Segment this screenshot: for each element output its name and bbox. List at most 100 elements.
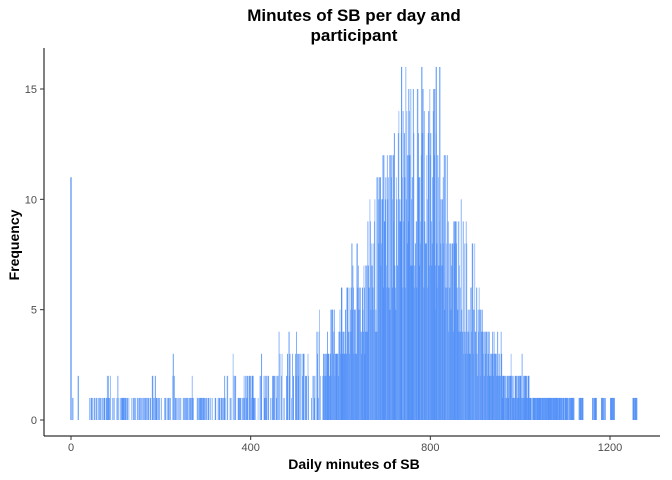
histogram-bar: [557, 397, 558, 420]
histogram-bar: [539, 397, 541, 420]
histogram-bar: [445, 287, 447, 420]
histogram-bar: [199, 397, 201, 420]
histogram-bar: [613, 397, 615, 420]
histogram-bar: [174, 397, 176, 420]
histogram-bar: [260, 375, 262, 420]
histogram-bar: [465, 353, 467, 420]
histogram-bar: [112, 397, 114, 420]
histogram-bar: [505, 397, 507, 420]
histogram-bar: [378, 177, 380, 420]
histogram-bar: [396, 199, 398, 420]
histogram-bar: [369, 221, 371, 420]
histogram-bar: [325, 375, 326, 420]
histogram-bar: [172, 353, 174, 420]
histogram-bar: [529, 397, 531, 420]
histogram-bar: [207, 397, 209, 420]
histogram-bar: [266, 397, 268, 420]
histogram-bar: [490, 375, 492, 420]
histogram-bar: [428, 111, 430, 421]
histogram-bar: [426, 155, 428, 420]
histogram-bar: [452, 243, 454, 420]
histogram-bar: [287, 353, 288, 420]
histogram-bar: [582, 397, 583, 420]
histogram-bar: [448, 331, 450, 420]
histogram-bar: [554, 397, 556, 420]
histogram-bar: [288, 331, 290, 420]
histogram-bar: [404, 287, 406, 420]
histogram-bar: [544, 397, 546, 420]
histogram-bar: [538, 397, 540, 420]
histogram-bar: [203, 397, 205, 420]
histogram-bar: [331, 309, 333, 420]
histogram-bar: [581, 397, 583, 420]
histogram-bar: [413, 287, 415, 420]
histogram-bar: [440, 265, 442, 420]
histogram-bar: [477, 375, 479, 420]
histogram-bar: [437, 177, 439, 420]
histogram-bar: [521, 397, 523, 420]
histogram-bar: [384, 199, 386, 420]
histogram-bar: [116, 397, 118, 420]
histogram-bar: [291, 397, 292, 420]
histogram-bar: [209, 397, 211, 420]
histogram-bar: [440, 243, 442, 420]
histogram-bar: [492, 331, 494, 420]
histogram-bar: [411, 177, 413, 420]
histogram-bar: [168, 397, 170, 420]
histogram-bar: [224, 397, 226, 420]
histogram-bar: [424, 243, 426, 420]
histogram-bar: [240, 397, 242, 420]
histogram-bar: [380, 243, 382, 420]
histogram-bar: [580, 397, 581, 420]
histogram-bar: [147, 397, 149, 420]
histogram-bar: [538, 397, 540, 420]
histogram-bar: [344, 331, 346, 420]
histogram-bar: [412, 89, 414, 420]
histogram-bar: [558, 397, 559, 420]
histogram-bar: [305, 375, 306, 420]
histogram-bar: [364, 331, 366, 420]
histogram-bar: [201, 397, 203, 420]
histogram-bar: [192, 397, 194, 420]
histogram-bar: [480, 309, 482, 420]
histogram-bar: [77, 375, 79, 420]
histogram-bar: [457, 309, 459, 420]
histogram-bar: [319, 309, 320, 420]
histogram-bar: [366, 331, 368, 420]
histogram-bar: [409, 155, 411, 420]
histogram-bar: [494, 353, 496, 420]
histogram-bar: [106, 375, 108, 420]
histogram-bar: [392, 199, 394, 420]
histogram-bar: [244, 397, 246, 420]
histogram-bar: [446, 243, 448, 420]
histogram-bar: [386, 155, 388, 420]
histogram-bar: [400, 221, 402, 420]
histogram-bar: [559, 397, 561, 420]
histogram-bar: [381, 199, 383, 420]
histogram-bar: [474, 331, 476, 420]
histogram-bar: [523, 375, 525, 420]
histogram-bar: [421, 66, 423, 420]
histogram-bar: [343, 353, 345, 420]
histogram-bar: [356, 243, 358, 420]
histogram-bar: [530, 397, 532, 420]
histogram-bar: [363, 287, 365, 420]
x-tick-label: 0: [68, 442, 74, 454]
histogram-bar: [443, 243, 445, 420]
histogram-bar: [186, 397, 188, 420]
histogram-bar: [121, 397, 123, 420]
histogram-bar: [528, 375, 530, 420]
histogram-bar: [522, 397, 524, 420]
histogram-bar: [550, 397, 552, 420]
histogram-bar: [491, 353, 493, 420]
histogram-bar: [401, 177, 403, 420]
histogram-bar: [133, 397, 135, 420]
histogram-bar: [424, 221, 426, 420]
histogram-bar: [495, 353, 497, 420]
histogram-bar: [302, 353, 304, 420]
histogram-bar: [387, 177, 389, 420]
histogram-bar: [553, 397, 555, 420]
histogram-bar: [275, 375, 277, 420]
histogram-bar: [227, 375, 229, 420]
histogram-bar: [432, 111, 434, 421]
